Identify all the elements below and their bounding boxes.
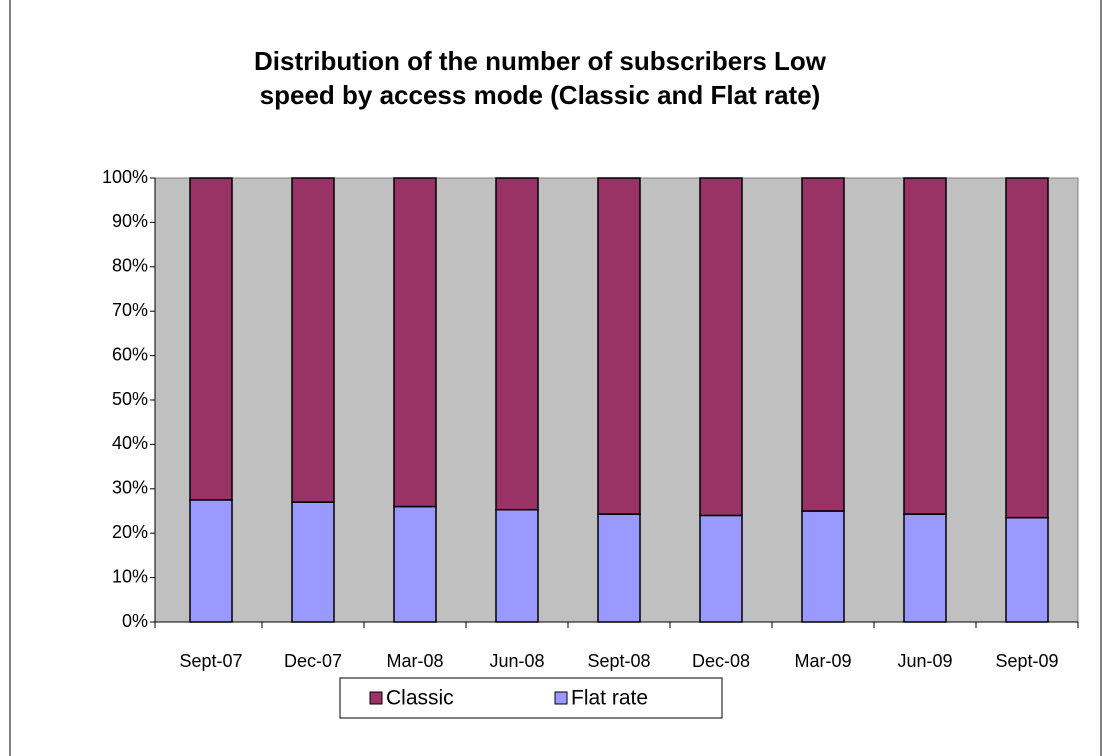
x-tick-label: Dec-08	[692, 651, 750, 671]
y-tick-label: 60%	[112, 344, 148, 364]
bar-segment	[903, 513, 947, 623]
y-tick-label: 90%	[112, 211, 148, 231]
bar-segment	[699, 514, 743, 623]
bar-segment	[903, 177, 947, 515]
y-tick-label: 10%	[112, 566, 148, 586]
bar-segment	[597, 177, 641, 515]
x-tick-label: Sept-08	[587, 651, 650, 671]
bar-segment	[1005, 177, 1049, 519]
x-tick-label: Sept-09	[995, 651, 1058, 671]
y-tick-label: 50%	[112, 389, 148, 409]
x-tick-label: Mar-09	[794, 651, 851, 671]
bar-segment	[189, 177, 233, 501]
bar-segment	[291, 177, 335, 503]
y-tick-label: 100%	[102, 167, 148, 187]
x-tick-label: Mar-08	[386, 651, 443, 671]
legend-swatch	[369, 691, 383, 705]
x-tick-label: Sept-07	[179, 651, 242, 671]
bar-segment	[495, 508, 539, 623]
legend-box	[339, 677, 723, 719]
bar-segment	[699, 177, 743, 517]
y-tick-label: 30%	[112, 478, 148, 498]
bar-segment	[1005, 516, 1049, 623]
y-tick-label: 80%	[112, 256, 148, 276]
x-tick-label: Jun-09	[897, 651, 952, 671]
legend-label: Flat rate	[571, 687, 648, 710]
legend-label: Classic	[386, 687, 454, 710]
bar-segment	[189, 499, 233, 623]
bar-segment	[801, 510, 845, 623]
x-tick-label: Dec-07	[284, 651, 342, 671]
legend-swatch	[554, 691, 568, 705]
x-tick-label: Jun-08	[489, 651, 544, 671]
bar-segment	[393, 177, 437, 508]
bar-segment	[801, 177, 845, 512]
bar-segment	[495, 177, 539, 511]
y-tick-label: 70%	[112, 300, 148, 320]
y-tick-label: 0%	[122, 611, 148, 631]
bar-segment	[597, 513, 641, 623]
y-tick-label: 40%	[112, 433, 148, 453]
bar-segment	[393, 505, 437, 623]
chart-title: Distribution of the number of subscriber…	[253, 46, 827, 110]
bar-segment	[291, 501, 335, 623]
y-tick-label: 20%	[112, 522, 148, 542]
